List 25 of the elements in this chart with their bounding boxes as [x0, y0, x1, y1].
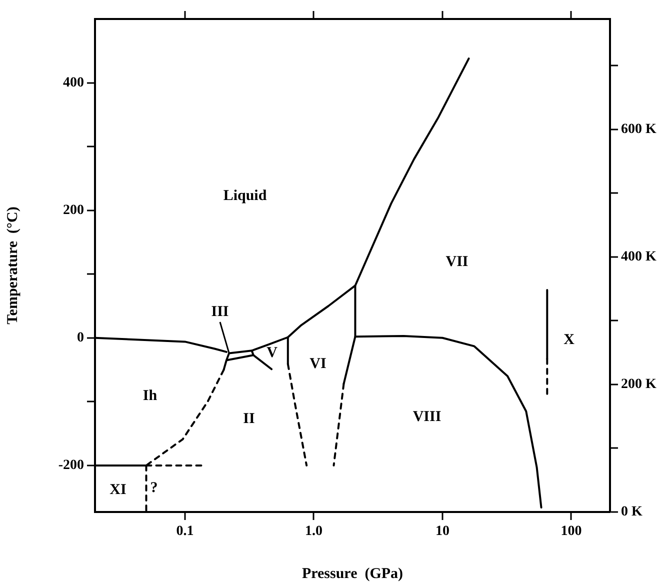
y2-tick-label: 400 K: [621, 250, 656, 264]
annotation: ?: [150, 480, 158, 496]
x-axis-title: Pressure (GPa): [302, 566, 404, 582]
annotation: VII: [446, 254, 468, 270]
annotation: Ih: [142, 388, 158, 404]
y-tick-label: 0: [77, 330, 84, 346]
y-axis-title: Temperature (°C): [4, 206, 21, 324]
x-tick-label: 100: [560, 524, 582, 540]
x-tick-label: 10: [435, 524, 450, 540]
y-tick-label: 400: [63, 75, 84, 90]
annotation: XI: [110, 482, 126, 498]
x-tick-label: 0.1: [176, 524, 194, 540]
annotation: III: [211, 304, 229, 320]
annotation: X: [564, 332, 575, 348]
y2-tick-label: 200 K: [621, 377, 656, 392]
annotation: V: [266, 344, 278, 361]
annotation: Liquid: [223, 188, 268, 204]
annotation: VI: [310, 356, 326, 372]
y-tick-label: 200: [63, 202, 84, 218]
x-tick-label: 1.0: [304, 524, 322, 540]
annotation: II: [243, 410, 255, 427]
y-tick-label: -200: [58, 458, 84, 474]
y2-tick-label: 0 K: [621, 504, 642, 520]
annotation: VIII: [412, 408, 442, 425]
y2-tick-label: 600 K: [621, 122, 656, 137]
